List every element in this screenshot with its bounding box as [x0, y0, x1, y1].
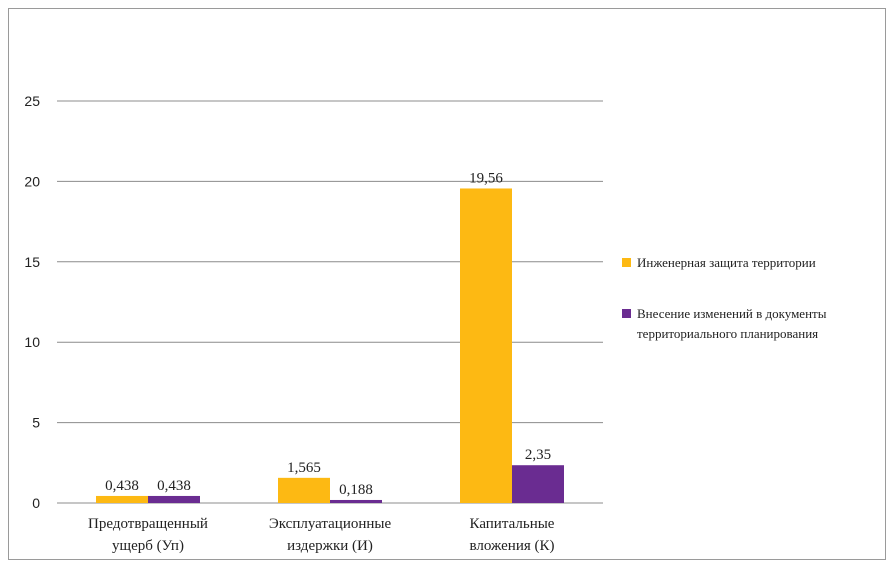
data-label: 1,565 [287, 460, 321, 476]
data-label: 0,438 [105, 478, 139, 494]
bars [96, 188, 564, 503]
category-label: Предотвращенный [88, 516, 208, 532]
bar-series-1-1 [96, 495, 148, 503]
legend-swatch [622, 258, 631, 267]
y-axis-tick-labels: 0 5 10 15 20 25 [24, 93, 40, 511]
bar-series-2-1 [148, 495, 200, 503]
legend-entry: территориального планирования [637, 326, 818, 341]
y-tick-label: 0 [32, 495, 40, 511]
category-label: Капитальные [470, 516, 555, 532]
bar-series-2-3 [512, 465, 564, 503]
legend-entry: Внесение изменений в документы [637, 306, 827, 321]
bar-series-2-2 [330, 499, 382, 503]
y-tick-label: 5 [32, 415, 40, 431]
category-label: вложения (К) [469, 538, 554, 554]
y-tick-label: 25 [24, 93, 40, 109]
gridlines [57, 100, 603, 504]
bar-series-1-3 [460, 188, 512, 503]
data-label: 19,56 [469, 170, 503, 186]
y-tick-label: 20 [24, 173, 40, 189]
data-label: 2,35 [525, 447, 551, 463]
category-label: ущерб (Уп) [112, 538, 184, 554]
chart-frame [8, 8, 886, 560]
data-labels: 0,438 1,565 19,56 0,438 0,188 2,35 [105, 170, 551, 498]
y-tick-label: 15 [24, 254, 40, 270]
y-tick-label: 10 [24, 334, 40, 350]
data-label: 0,438 [157, 478, 191, 494]
bar-series-1-2 [278, 477, 330, 503]
legend-swatch [622, 309, 631, 318]
legend-entry: Инженерная защита территории [637, 255, 816, 270]
category-label: издержки (И) [287, 538, 373, 554]
legend: Инженерная защита территории Внесение изм… [622, 255, 827, 341]
category-label: Эксплуатационные [269, 516, 392, 532]
x-axis-category-labels: Предотвращенный ущерб (Уп) Эксплуатационны… [88, 516, 555, 554]
data-label: 0,188 [339, 482, 373, 498]
